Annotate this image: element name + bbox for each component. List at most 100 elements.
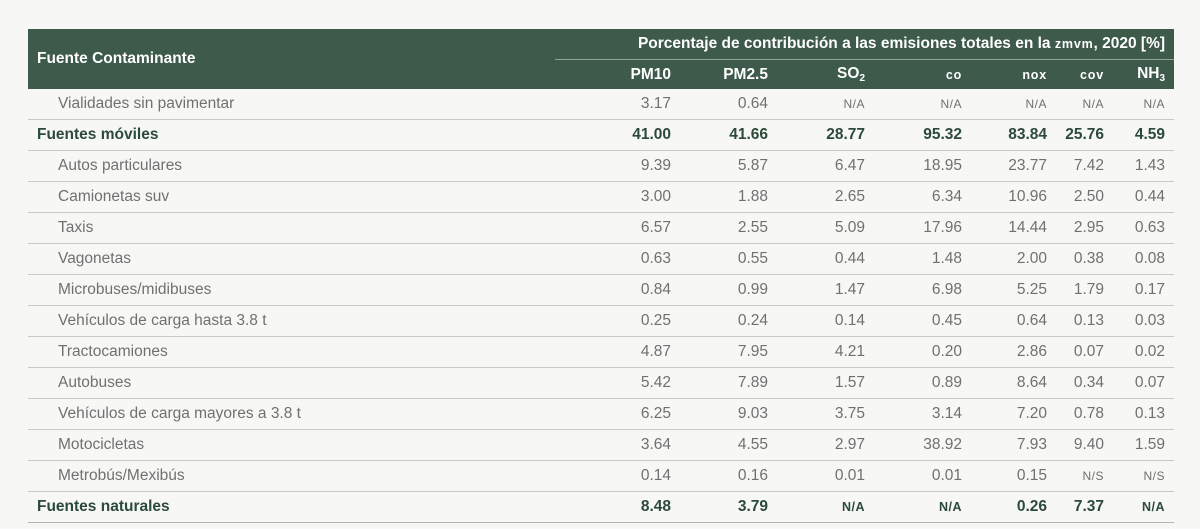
value-cell: 0.16 (680, 460, 777, 492)
value-cell: 0.55 (680, 243, 777, 275)
value-cell: 6.25 (555, 398, 680, 430)
source-column-header: Fuente Contaminante (28, 29, 555, 89)
value-cell: 1.88 (680, 181, 777, 213)
value-cell: 8.64 (971, 367, 1056, 399)
value-cell: 0.07 (1056, 336, 1113, 368)
value-cell: 9.40 (1056, 429, 1113, 461)
category-total-row: Fuentes naturales 8.48 3.79 N/A N/A 0.26 7.37 N… (28, 491, 1175, 523)
value-cell: 3.64 (555, 429, 680, 461)
value-cell: 17.96 (874, 212, 971, 244)
value-cell: 7.42 (1056, 150, 1113, 182)
value-cell: 1.43 (1113, 150, 1175, 182)
value-cell: 0.64 (680, 89, 777, 120)
value-cell: 83.84 (971, 119, 1056, 151)
source-name-cell: Tractocamiones (28, 336, 555, 368)
value-cell: 2.00 (971, 243, 1056, 275)
value-cell: 0.45 (874, 305, 971, 337)
value-cell: 2.50 (1056, 181, 1113, 213)
value-cell: 8.48 (555, 491, 680, 523)
value-cell: N/A (777, 89, 874, 120)
table-row: Vehículos de carga mayores a 3.8 t 6.25 9.… (28, 398, 1175, 430)
table-row: Metrobús/Mexibús 0.14 0.16 0.01 0.01 0.15 N/S N… (28, 460, 1175, 492)
value-cell: 3.14 (874, 398, 971, 430)
value-cell: 0.03 (1113, 305, 1175, 337)
value-cell: 7.37 (1056, 491, 1113, 523)
pollutant-header-so2: SO2 (777, 59, 874, 89)
value-cell: 95.32 (874, 119, 971, 151)
pollutant-header-nh3: NH3 (1113, 59, 1175, 89)
value-cell: N/A (1113, 491, 1175, 523)
value-cell: 0.24 (680, 305, 777, 337)
value-cell: 2.55 (680, 212, 777, 244)
value-cell: 0.07 (1113, 367, 1175, 399)
value-cell: 0.08 (1113, 243, 1175, 275)
table-row: Camionetas suv 3.00 1.88 2.65 6.34 10.96 2.50 0… (28, 181, 1175, 213)
value-cell: 7.93 (971, 429, 1056, 461)
value-cell: 0.13 (1056, 305, 1113, 337)
value-cell: 1.57 (777, 367, 874, 399)
value-cell: N/A (777, 491, 874, 523)
value-cell: 2.95 (1056, 212, 1113, 244)
value-cell: 9.39 (555, 150, 680, 182)
value-cell: 0.17 (1113, 274, 1175, 306)
value-cell: 0.34 (1056, 367, 1113, 399)
value-cell: 28.77 (777, 119, 874, 151)
value-cell: 4.59 (1113, 119, 1175, 151)
value-cell: 4.55 (680, 429, 777, 461)
value-cell: 0.84 (555, 274, 680, 306)
value-cell: 41.66 (680, 119, 777, 151)
value-cell: 0.14 (555, 460, 680, 492)
value-cell: N/A (1113, 89, 1175, 120)
value-cell: 0.78 (1056, 398, 1113, 430)
source-name-cell: Metrobús/Mexibús (28, 460, 555, 492)
value-cell: 3.75 (777, 398, 874, 430)
value-cell: 0.44 (1113, 181, 1175, 213)
table-row: Autos particulares 9.39 5.87 6.47 18.95 23.77… (28, 150, 1175, 182)
table-body: Vialidades sin pavimentar 3.17 0.64 N/A N/A N… (28, 89, 1175, 523)
value-cell: 4.87 (555, 336, 680, 368)
value-cell: 0.13 (1113, 398, 1175, 430)
table-row: Vialidades sin pavimentar 3.17 0.64 N/A N/A N… (28, 89, 1175, 120)
value-cell: 0.14 (777, 305, 874, 337)
value-cell: 0.89 (874, 367, 971, 399)
table-row: Autobuses 5.42 7.89 1.57 0.89 8.64 0.34 0.07 (28, 367, 1175, 399)
value-cell: 0.25 (555, 305, 680, 337)
value-cell: 5.42 (555, 367, 680, 399)
value-cell: N/S (1113, 460, 1175, 492)
value-cell: 6.47 (777, 150, 874, 182)
value-cell: 0.44 (777, 243, 874, 275)
source-name-cell: Vehículos de carga mayores a 3.8 t (28, 398, 555, 430)
source-name-cell: Camionetas suv (28, 181, 555, 213)
value-cell: 0.38 (1056, 243, 1113, 275)
pollutant-header-co: co (874, 59, 971, 89)
table-row: Taxis 6.57 2.55 5.09 17.96 14.44 2.95 0.63 (28, 212, 1175, 244)
source-name-cell: Fuentes móviles (28, 119, 555, 151)
source-name-cell: Microbuses/midibuses (28, 274, 555, 306)
value-cell: 0.99 (680, 274, 777, 306)
value-cell: 2.97 (777, 429, 874, 461)
value-cell: 3.00 (555, 181, 680, 213)
value-cell: 3.17 (555, 89, 680, 120)
value-cell: 6.34 (874, 181, 971, 213)
value-cell: 0.63 (1113, 212, 1175, 244)
group-title-header: Porcentaje de contribución a las emision… (555, 29, 1175, 60)
pollutant-header-pm10: PM10 (555, 59, 680, 89)
value-cell: 1.47 (777, 274, 874, 306)
zmvm-abbreviation: zmvm (1054, 37, 1094, 51)
value-cell: 0.15 (971, 460, 1056, 492)
value-cell: 2.65 (777, 181, 874, 213)
value-cell: 0.02 (1113, 336, 1175, 368)
value-cell: 6.57 (555, 212, 680, 244)
value-cell: 38.92 (874, 429, 971, 461)
value-cell: 1.59 (1113, 429, 1175, 461)
table-row: Tractocamiones 4.87 7.95 4.21 0.20 2.86 0.07 0.… (28, 336, 1175, 368)
table-row: Microbuses/midibuses 0.84 0.99 1.47 6.98 5.25… (28, 274, 1175, 306)
table-row: Motocicletas 3.64 4.55 2.97 38.92 7.93 9.40 1.5… (28, 429, 1175, 461)
value-cell: 0.01 (777, 460, 874, 492)
source-name-cell: Taxis (28, 212, 555, 244)
emissions-table-container: Fuente Contaminante Porcentaje de contri… (28, 29, 1175, 523)
source-name-cell: Fuentes naturales (28, 491, 555, 523)
value-cell: N/A (971, 89, 1056, 120)
value-cell: 7.89 (680, 367, 777, 399)
source-name-cell: Autos particulares (28, 150, 555, 182)
